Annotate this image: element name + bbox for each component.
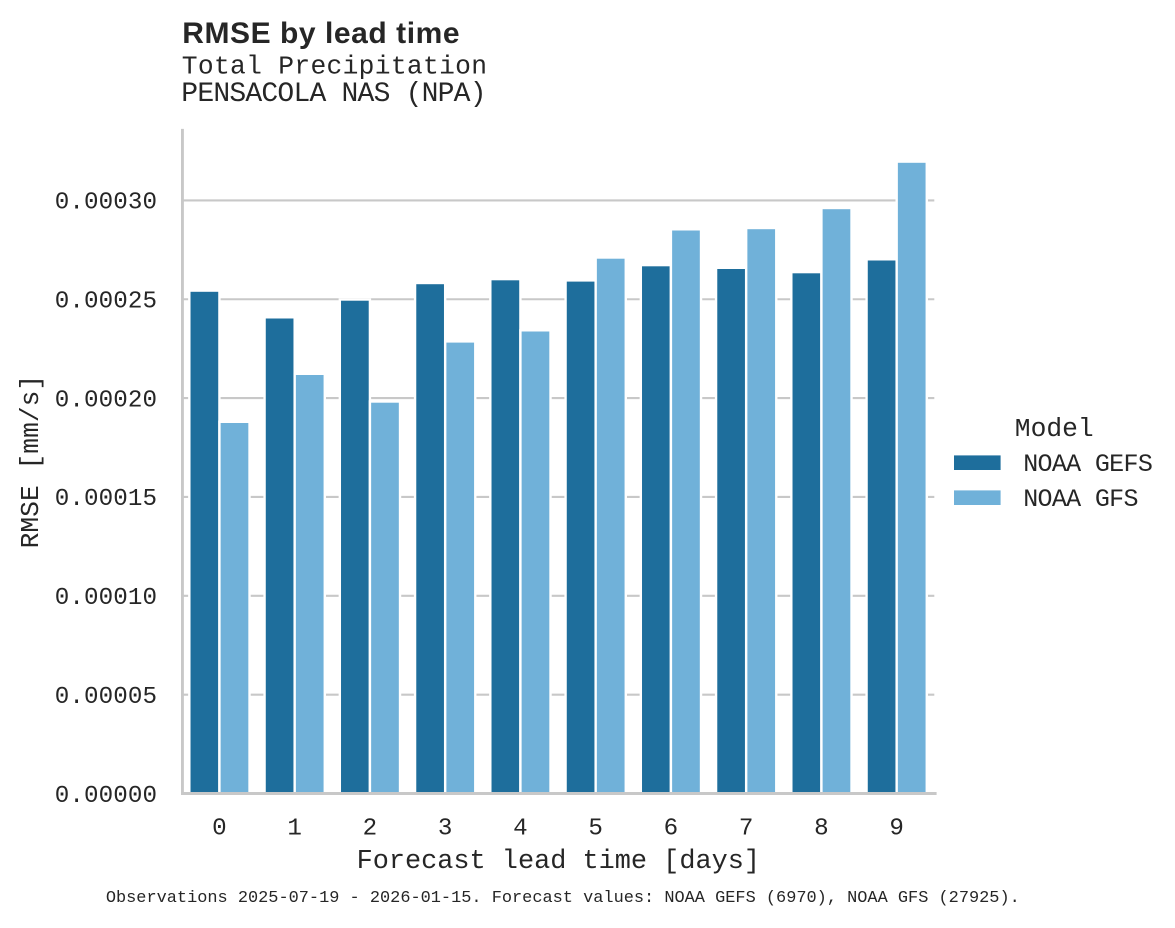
svg-text:3: 3 [438, 816, 453, 843]
svg-text:Forecast lead time [days]: Forecast lead time [days] [357, 847, 760, 877]
svg-text:1: 1 [287, 816, 302, 843]
svg-text:4: 4 [513, 816, 528, 843]
svg-text:0.00000: 0.00000 [55, 783, 157, 810]
svg-text:0: 0 [212, 816, 227, 843]
svg-text:Total Precipitation: Total Precipitation [182, 51, 488, 81]
svg-text:0.00010: 0.00010 [55, 585, 157, 612]
svg-text:0.00030: 0.00030 [55, 190, 157, 217]
svg-text:2: 2 [363, 816, 378, 843]
svg-text:RMSE [mm/s]: RMSE [mm/s] [16, 375, 46, 549]
svg-text:0.00025: 0.00025 [55, 289, 157, 316]
svg-text:Model: Model [1015, 414, 1094, 444]
svg-text:8: 8 [814, 816, 829, 843]
svg-text:PENSACOLA NAS (NPA): PENSACOLA NAS (NPA) [181, 79, 485, 110]
svg-text:0.00005: 0.00005 [55, 684, 157, 711]
svg-text:RMSE by lead time: RMSE by lead time [182, 17, 460, 50]
svg-text:7: 7 [739, 816, 754, 843]
svg-text:6: 6 [664, 816, 679, 843]
svg-text:0.00015: 0.00015 [55, 486, 157, 513]
svg-text:NOAA GFS: NOAA GFS [1023, 485, 1138, 514]
svg-text:9: 9 [889, 816, 904, 843]
svg-text:5: 5 [588, 816, 603, 843]
svg-text:0.00020: 0.00020 [55, 387, 157, 414]
svg-text:NOAA GEFS: NOAA GEFS [1023, 450, 1152, 479]
svg-text:Observations 2025-07-19 - 2026: Observations 2025-07-19 - 2026-01-15. Fo… [106, 889, 1020, 908]
